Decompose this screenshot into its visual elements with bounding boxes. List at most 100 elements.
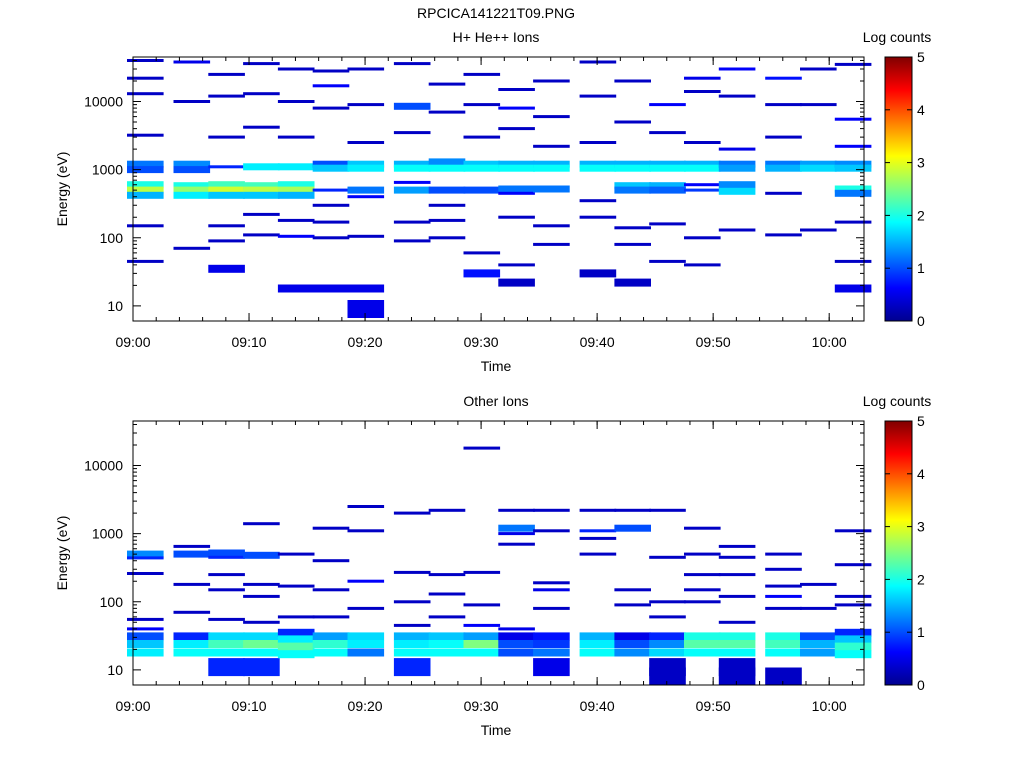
heatmap-cell	[243, 632, 280, 641]
heatmap-cell	[765, 135, 802, 139]
heatmap-cell	[127, 556, 164, 560]
heatmap-cell	[277, 67, 315, 71]
heatmap-cell	[127, 181, 164, 189]
heatmap-cell	[649, 259, 686, 263]
panel-title: H+ He++ Ions	[453, 29, 540, 45]
heatmap-cell	[312, 588, 350, 592]
y-tick-label: 10	[107, 298, 123, 314]
heatmap-cell	[498, 532, 535, 536]
heatmap-cell	[127, 76, 164, 80]
heatmap-cell	[800, 582, 837, 586]
heatmap-cell	[463, 603, 501, 607]
heatmap-cell	[277, 628, 315, 637]
heatmap-cell	[614, 186, 651, 194]
heatmap-cell	[718, 620, 756, 624]
colorbar-tick-label: 3	[917, 155, 925, 171]
heatmap-cell	[243, 182, 280, 190]
heatmap-cell	[277, 584, 315, 588]
heatmap-cell	[718, 67, 756, 71]
heatmap-cell	[312, 69, 350, 73]
heatmap-cell	[718, 667, 756, 686]
heatmap-cell	[347, 284, 385, 293]
heatmap-cell	[718, 573, 756, 577]
x-tick-label: 09:20	[348, 698, 383, 714]
heatmap-cell	[173, 610, 211, 614]
heatmap-cell	[684, 640, 721, 648]
heatmap-cell	[312, 640, 350, 648]
heatmap-cell	[347, 186, 385, 194]
heatmap-cell	[765, 103, 802, 107]
heatmap-cell	[127, 632, 164, 641]
heatmap-cell	[533, 588, 570, 592]
colorbar-tick-label: 0	[917, 313, 925, 329]
heatmap-cell	[800, 164, 837, 172]
heatmap-cell	[579, 632, 617, 641]
heatmap-cell	[312, 164, 350, 172]
heatmap-cell	[498, 127, 535, 131]
colorbar-tick-label: 3	[917, 519, 925, 535]
heatmap-cell	[208, 264, 245, 273]
y-tick-label: 10000	[84, 94, 123, 110]
heatmap-cell	[800, 606, 837, 610]
heatmap-cell	[393, 632, 431, 641]
heatmap-cell	[127, 640, 164, 648]
heatmap-cells	[127, 59, 872, 318]
heatmap-panel-h-ions: H+ He++ Ions Log counts Time Energy (eV)…	[54, 29, 931, 374]
heatmap-cell	[834, 650, 872, 659]
heatmap-cell	[127, 92, 164, 96]
heatmap-cell	[127, 648, 164, 657]
heatmap-cell	[393, 658, 431, 677]
heatmap-cell	[347, 160, 385, 168]
heatmap-cell	[614, 648, 651, 657]
heatmap-cell	[614, 164, 651, 172]
heatmap-cell	[684, 164, 721, 172]
heatmap-cell	[579, 529, 617, 533]
x-tick-label: 09:20	[348, 334, 383, 350]
heatmap-cell	[173, 246, 211, 250]
heatmap-cell	[127, 166, 164, 174]
heatmap-cell	[614, 182, 651, 190]
heatmap-cell	[765, 160, 802, 168]
heatmap-cell	[765, 567, 802, 571]
heatmap-cell	[428, 648, 466, 657]
heatmap-cell	[649, 648, 686, 657]
heatmap-cell	[208, 573, 245, 577]
x-tick-label: 09:50	[696, 698, 731, 714]
heatmap-cell	[579, 141, 617, 144]
heatmap-cell	[614, 160, 651, 168]
heatmap-cell	[614, 603, 651, 607]
heatmap-cell	[347, 300, 385, 318]
heatmap-cell	[127, 191, 164, 199]
heatmap-cell	[718, 544, 756, 548]
heatmap-cell	[498, 88, 535, 91]
heatmap-cell	[800, 648, 837, 657]
colorbar-label: Log counts	[863, 29, 932, 45]
heatmap-cell	[277, 186, 315, 194]
heatmap-cell	[684, 573, 721, 577]
plot-frame	[132, 420, 865, 686]
heatmap-cell	[347, 141, 385, 144]
heatmap-cell	[718, 160, 756, 168]
heatmap-cell	[834, 185, 872, 193]
y-axis-label: Energy (eV)	[54, 152, 70, 227]
heatmap-cell	[684, 236, 721, 240]
heatmap-cell	[127, 224, 164, 228]
heatmap-cell	[312, 220, 350, 224]
heatmap-cell	[277, 615, 315, 619]
x-tick-label: 09:40	[580, 334, 615, 350]
heatmap-cell	[718, 640, 756, 648]
heatmap-cell	[463, 648, 501, 657]
heatmap-cell	[127, 617, 164, 621]
heatmap-cell	[428, 82, 466, 86]
heatmap-cell	[834, 160, 872, 168]
heatmap-cell	[208, 549, 245, 557]
heatmap-cell	[347, 648, 385, 657]
heatmap-cell	[127, 133, 164, 137]
heatmap-cell	[834, 628, 872, 637]
heatmap-cell	[498, 508, 535, 512]
heatmap-cell	[765, 632, 802, 641]
heatmap-cell	[208, 588, 245, 592]
heatmap-cell	[649, 667, 686, 686]
heatmap-cell	[800, 632, 837, 641]
heatmap-cell	[649, 632, 686, 641]
